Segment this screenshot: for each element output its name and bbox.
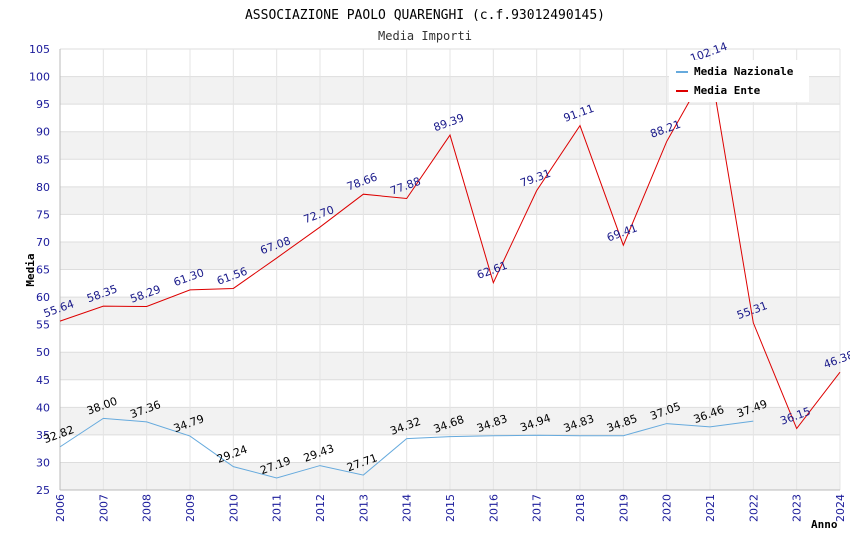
x-tick-label: 2018 <box>574 494 587 522</box>
x-tick-label: 2021 <box>704 494 717 522</box>
x-tick-label: 2019 <box>617 494 630 522</box>
y-tick-label: 90 <box>36 126 50 139</box>
y-tick-label: 95 <box>36 98 50 111</box>
x-tick-label: 2011 <box>271 494 284 522</box>
y-axis-title: Media <box>24 253 37 286</box>
x-tick-label: 2007 <box>97 494 110 522</box>
x-axis-title: Anno <box>811 518 838 531</box>
y-tick-label: 50 <box>36 346 50 359</box>
x-tick-label: 2020 <box>661 494 674 522</box>
plot-area: 25 30 35 40 45 50 55 60 65 70 75 80 85 90 95 100 105 2006… <box>29 40 850 522</box>
y-tick-label: 25 <box>36 484 50 497</box>
data-label: 32.82 <box>42 423 76 446</box>
chart-subtitle: Media Importi <box>378 29 472 43</box>
series-line-media-nazionale <box>59 417 754 479</box>
y-tick-label: 40 <box>36 401 50 414</box>
x-tick-label: 2014 <box>401 494 414 522</box>
y-tick-label: 65 <box>36 264 50 277</box>
y-tick-label: 35 <box>36 429 50 442</box>
chart-title: ASSOCIAZIONE PAOLO QUARENGHI (c.f.930124… <box>245 8 605 23</box>
y-tick-label: 75 <box>36 208 50 221</box>
x-tick-label: 2006 <box>54 494 67 522</box>
data-label: 91.11 <box>562 102 596 125</box>
legend-label: Media Nazionale <box>694 65 794 78</box>
data-label: 29.43 <box>302 442 336 465</box>
x-tick-label: 2008 <box>141 494 154 522</box>
y-tick-label: 80 <box>36 181 50 194</box>
x-tick-label: 2023 <box>791 494 804 522</box>
y-tick-label: 30 <box>36 456 50 469</box>
legend-box <box>669 60 809 102</box>
y-tick-label: 55 <box>36 319 50 332</box>
x-tick-label: 2022 <box>747 494 760 522</box>
y-tick-label: 105 <box>29 43 50 56</box>
data-label: 89.39 <box>432 111 466 134</box>
y-tick-label: 100 <box>29 71 50 84</box>
legend: Media Nazionale Media Ente <box>669 60 809 102</box>
x-tick-label: 2013 <box>357 494 370 522</box>
x-tick-label: 2015 <box>444 494 457 522</box>
y-tick-label: 85 <box>36 153 50 166</box>
y-tick-label: 60 <box>36 291 50 304</box>
legend-label: Media Ente <box>694 84 761 97</box>
y-tick-label: 45 <box>36 374 50 387</box>
x-tick-label: 2010 <box>227 494 240 522</box>
x-tick-label: 2016 <box>487 494 500 522</box>
y-tick-label: 70 <box>36 236 50 249</box>
x-tick-label: 2012 <box>314 494 327 522</box>
x-tick-label: 2024 <box>834 494 847 522</box>
x-tick-label: 2009 <box>184 494 197 522</box>
x-tick-label: 2017 <box>531 494 544 522</box>
